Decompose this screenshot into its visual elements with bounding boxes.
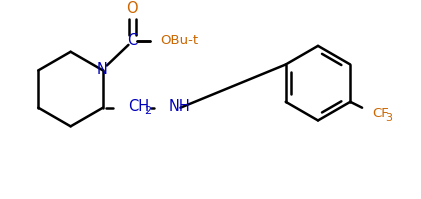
Text: 3: 3 bbox=[386, 112, 393, 123]
Text: CF: CF bbox=[372, 107, 389, 120]
Text: N: N bbox=[96, 62, 107, 77]
Text: C: C bbox=[127, 33, 138, 48]
Text: 2: 2 bbox=[144, 106, 151, 116]
Text: CH: CH bbox=[128, 99, 149, 114]
Text: O: O bbox=[127, 1, 138, 16]
Text: NH: NH bbox=[169, 99, 190, 114]
Text: OBu-t: OBu-t bbox=[160, 34, 199, 47]
